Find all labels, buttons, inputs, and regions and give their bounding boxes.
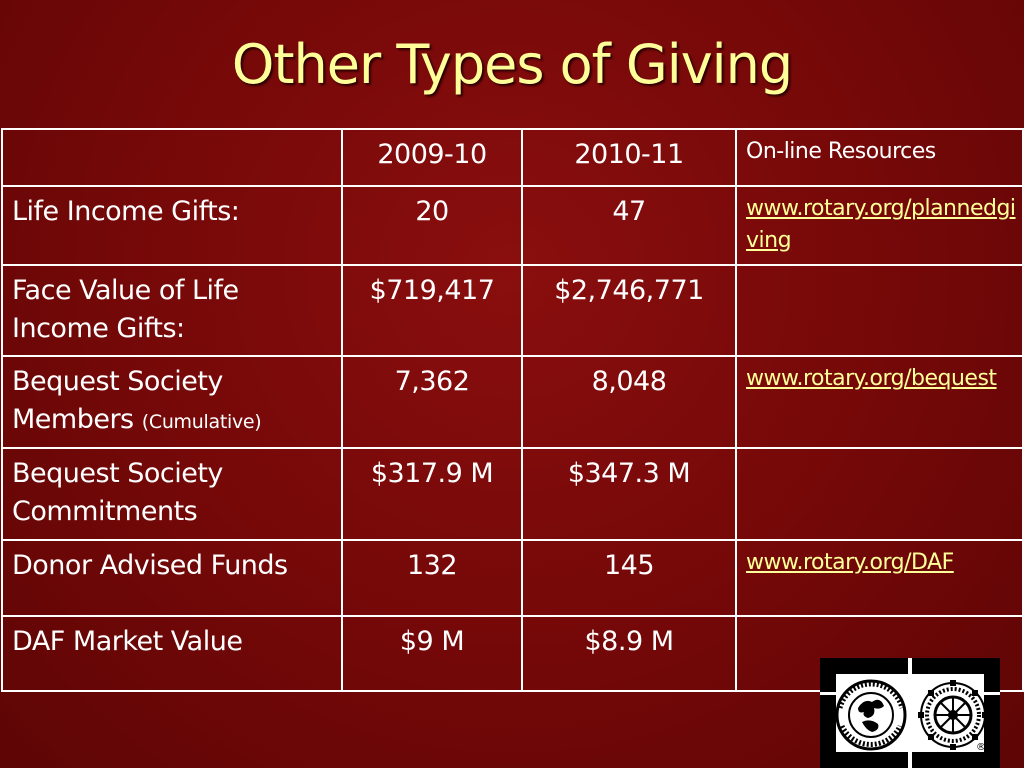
- row-value-2009-10: $9 M: [341, 615, 523, 692]
- row-resource-cell: www.rotary.org/DAF: [735, 539, 1024, 617]
- table-row: DAF Market Value $9 M $8.9 M: [1, 615, 1024, 692]
- rotary-seals-svg: ®: [835, 679, 988, 753]
- row-label-cell: Bequest Society Members (Cumulative): [1, 355, 343, 449]
- table-header-row: 2009-10 2010-11 On-line Resources: [1, 128, 1024, 187]
- online-resources-label: On-line Resources: [746, 139, 936, 164]
- row-value-2009-10: 20: [341, 185, 523, 266]
- row-value-2009-10: $719,417: [341, 264, 523, 357]
- slide-title: Other Types of Giving: [231, 33, 793, 96]
- planned-giving-link[interactable]: www.rotary.org/plannedgiving: [746, 196, 1016, 253]
- row-value-2010-11: $8.9 M: [521, 615, 737, 692]
- daf-link[interactable]: www.rotary.org/DAF: [746, 550, 954, 575]
- rotary-wheel-icon: [918, 680, 988, 750]
- row-resource-cell: [735, 447, 1024, 541]
- logo-divider-vertical: [908, 658, 912, 768]
- row-label: Face Value of Life Income Gifts:: [1, 264, 343, 357]
- table-row: Bequest Society Commitments $317.9 M $34…: [1, 447, 1024, 541]
- header-empty-cell: [1, 128, 343, 187]
- table-row: Bequest Society Members (Cumulative) 7,3…: [1, 355, 1024, 449]
- bequest-link[interactable]: www.rotary.org/bequest: [746, 366, 997, 391]
- table-row: Face Value of Life Income Gifts: $719,41…: [1, 264, 1024, 357]
- table-row: Donor Advised Funds 132 145 www.rotary.o…: [1, 539, 1024, 617]
- row-value-2009-10: 7,362: [341, 355, 523, 449]
- row-label: Donor Advised Funds: [1, 539, 343, 617]
- giving-table: 2009-10 2010-11 On-line Resources Life I…: [1, 128, 1024, 692]
- row-value-2009-10: $317.9 M: [341, 447, 523, 541]
- rotary-logos: ®: [820, 658, 1000, 768]
- row-label: DAF Market Value: [1, 615, 343, 692]
- table-row: Life Income Gifts: 20 47 www.rotary.org/…: [1, 185, 1024, 266]
- row-label-note: (Cumulative): [141, 411, 262, 433]
- row-value-2010-11: $2,746,771: [521, 264, 737, 357]
- row-value-2010-11: $347.3 M: [521, 447, 737, 541]
- row-resource-cell: [735, 264, 1024, 357]
- header-year-2010-11: 2010-11: [521, 128, 737, 187]
- row-label: Life Income Gifts:: [1, 185, 343, 266]
- row-value-2010-11: 145: [521, 539, 737, 617]
- row-resource-cell: www.rotary.org/bequest: [735, 355, 1024, 449]
- header-online-resources: On-line Resources: [735, 128, 1024, 187]
- row-resource-cell: www.rotary.org/plannedgiving: [735, 185, 1024, 266]
- row-label: Bequest Society Members: [12, 366, 223, 435]
- header-year-2009-10: 2009-10: [341, 128, 523, 187]
- row-value-2009-10: 132: [341, 539, 523, 617]
- rotary-foundation-seal-icon: [835, 679, 907, 751]
- row-value-2010-11: 8,048: [521, 355, 737, 449]
- row-label: Bequest Society Commitments: [1, 447, 343, 541]
- registered-mark: ®: [976, 742, 986, 753]
- row-value-2010-11: 47: [521, 185, 737, 266]
